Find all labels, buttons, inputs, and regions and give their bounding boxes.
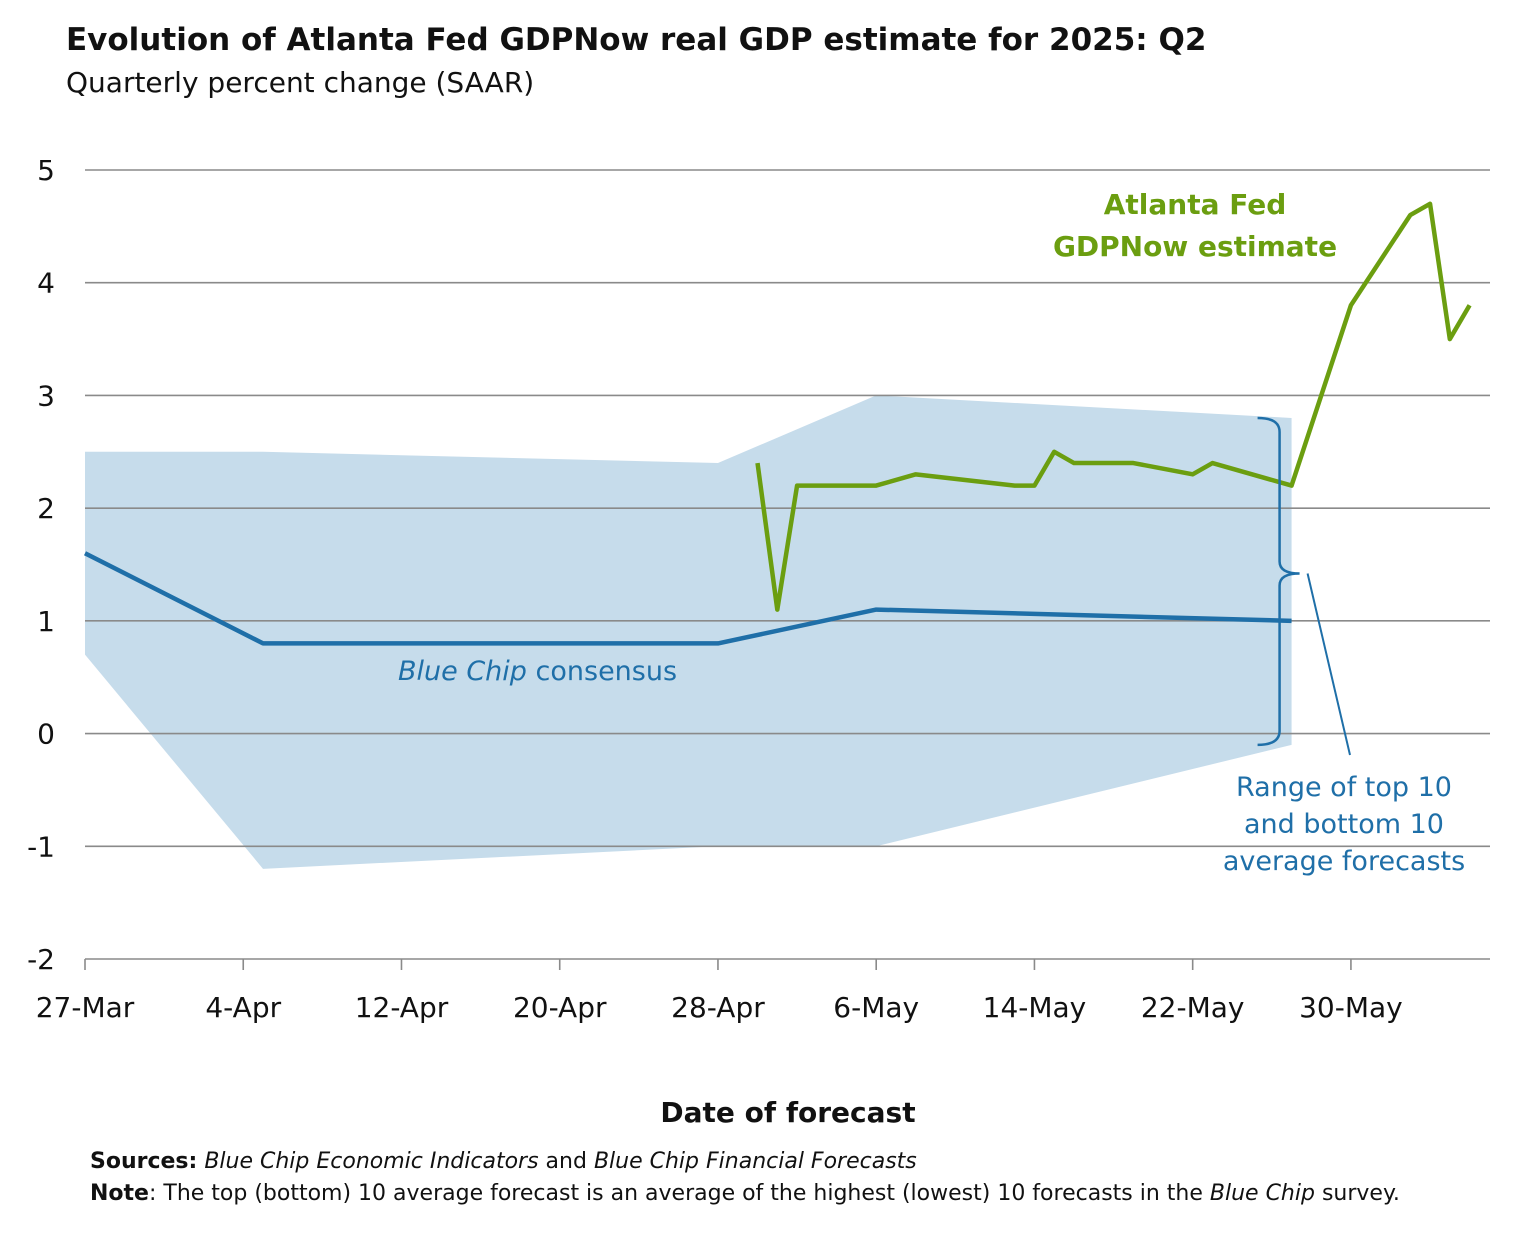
y-tick-label: 2 (37, 492, 55, 525)
sources-publication-1: Blue Chip Economic Indicators (204, 1149, 539, 1174)
y-tick-label: 4 (37, 267, 55, 300)
note-label: Note (90, 1181, 149, 1206)
gdpnow-label: GDPNow estimate (1053, 230, 1337, 263)
consensus-label-italic: Blue Chip (398, 656, 527, 687)
range-leader-line (1306, 573, 1351, 756)
x-axis-label: Date of forecast (660, 1096, 916, 1129)
sources-line: Sources: Blue Chip Economic Indicators a… (90, 1146, 1470, 1178)
x-tick-label: 4-Apr (205, 991, 281, 1024)
x-tick-label: 27-Mar (36, 991, 135, 1024)
y-tick-label: 3 (37, 379, 55, 412)
y-tick-label: 1 (37, 605, 55, 638)
y-tick-label: -2 (27, 943, 55, 976)
sources-and: and (538, 1149, 594, 1174)
consensus-label: Blue Chip consensus (398, 656, 677, 687)
gdpnow-label: Atlanta Fed (1104, 188, 1287, 221)
sources-publication-2: Blue Chip Financial Forecasts (593, 1149, 917, 1174)
y-tick-label: -1 (27, 830, 55, 863)
range-label: and bottom 10 (1244, 809, 1444, 840)
chart-notes: Sources: Blue Chip Economic Indicators a… (90, 1146, 1470, 1210)
chart-title: Evolution of Atlanta Fed GDPNow real GDP… (66, 22, 1207, 58)
gdpnow-chart: 5 4 3 2 1 0 -1 -2 27-Mar 4-Apr 12-Apr 20-Apr 28-Apr 6… (27, 154, 1490, 1024)
x-tick-label: 22-May (1141, 991, 1245, 1024)
sources-label: Sources: (90, 1149, 198, 1174)
x-tick-label: 30-May (1299, 991, 1403, 1024)
y-tick-label: 0 (37, 718, 55, 751)
x-tick-label: 12-Apr (355, 991, 449, 1024)
x-tick-label: 28-Apr (671, 991, 765, 1024)
range-label: Range of top 10 (1236, 772, 1452, 803)
x-tick-label: 20-Apr (513, 991, 607, 1024)
range-bracket (1257, 416, 1300, 747)
x-tick-label: 6-May (833, 991, 919, 1024)
y-tick-label: 5 (37, 154, 55, 187)
note-end: survey. (1314, 1181, 1400, 1206)
chart-subtitle: Quarterly percent change (SAAR) (66, 66, 535, 99)
x-tick-label: 14-May (983, 991, 1087, 1024)
note-italic: Blue Chip (1209, 1181, 1315, 1206)
consensus-label-rest: consensus (527, 656, 677, 687)
gdpnow-line (755, 201, 1472, 612)
range-band (85, 395, 1292, 869)
range-label: average forecasts (1223, 846, 1465, 877)
note-text: : The top (bottom) 10 average forecast i… (148, 1181, 1210, 1206)
note-line: Note: The top (bottom) 10 average foreca… (90, 1178, 1470, 1210)
